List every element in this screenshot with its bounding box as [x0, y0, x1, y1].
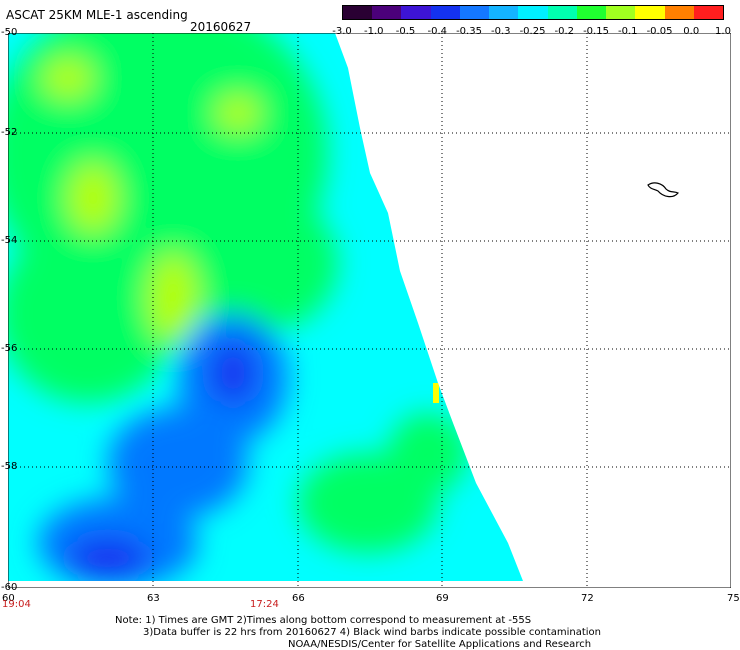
- footnote-line-3: NOAA/NESDIS/Center for Satellite Applica…: [288, 639, 592, 650]
- wind-map: [8, 33, 731, 588]
- time-label-mid: 17:24: [250, 599, 279, 610]
- colorbar-segment: [343, 6, 373, 19]
- colorbar-segment: [693, 6, 724, 19]
- footnote-line-2: 3)Data buffer is 22 hrs from 20160627 4)…: [143, 627, 601, 638]
- lat-label: -58: [1, 461, 18, 472]
- colorbar-label: -3.0: [332, 26, 352, 37]
- colorbar: [342, 5, 724, 20]
- colorbar-segment: [664, 6, 694, 19]
- colorbar-segment: [401, 6, 431, 19]
- colorbar-label: -0.25: [519, 26, 546, 37]
- colorbar-label: -0.15: [583, 26, 609, 37]
- colorbar-segment: [547, 6, 577, 19]
- colorbar-label: -1.0: [363, 26, 384, 37]
- lon-label: 69: [436, 593, 449, 604]
- lat-label: -60: [1, 582, 18, 593]
- lat-lon-grid: [8, 33, 731, 588]
- colorbar-label: -0.1: [617, 26, 638, 37]
- colorbar-label: -0.2: [554, 26, 575, 37]
- colorbar-segment: [606, 6, 636, 19]
- lat-label: -56: [1, 343, 18, 354]
- colorbar-label: 0.0: [683, 26, 700, 37]
- lat-label: -52: [1, 127, 18, 138]
- colorbar-segment: [430, 6, 460, 19]
- footnote-line-1: Note: 1) Times are GMT 2)Times along bot…: [115, 615, 532, 626]
- lat-label: -50: [1, 27, 18, 38]
- colorbar-segment: [518, 6, 548, 19]
- map-date: 20160627: [190, 20, 252, 34]
- colorbar-segment: [372, 6, 402, 19]
- colorbar-segment: [459, 6, 490, 19]
- colorbar-label: -0.35: [456, 26, 482, 37]
- colorbar-segment: [635, 6, 665, 19]
- colorbar-label: -0.3: [490, 26, 511, 37]
- lon-label: 75: [727, 593, 740, 604]
- island-outline: [647, 182, 679, 198]
- colorbar-segment: [576, 6, 607, 19]
- wind-swath: [8, 33, 523, 581]
- lon-label: 60: [2, 593, 15, 604]
- map-title: ASCAT 25KM MLE-1 ascending: [6, 8, 188, 22]
- time-label-start: 19:04: [2, 599, 31, 610]
- lon-label: 63: [147, 593, 160, 604]
- colorbar-segment: [489, 6, 519, 19]
- colorbar-label: 1.0: [715, 26, 731, 37]
- colorbar-label: -0.4: [427, 26, 448, 37]
- colorbar-label: -0.05: [646, 26, 673, 37]
- colorbar-label: -0.5: [395, 26, 416, 37]
- lat-label: -54: [1, 235, 18, 246]
- lon-label: 72: [581, 593, 594, 604]
- colorbar-labels: -3.0 -1.0 -0.5 -0.4 -0.35 -0.3 -0.25 -0.2 -0.15-…: [330, 27, 740, 39]
- lon-label: 66: [292, 593, 305, 604]
